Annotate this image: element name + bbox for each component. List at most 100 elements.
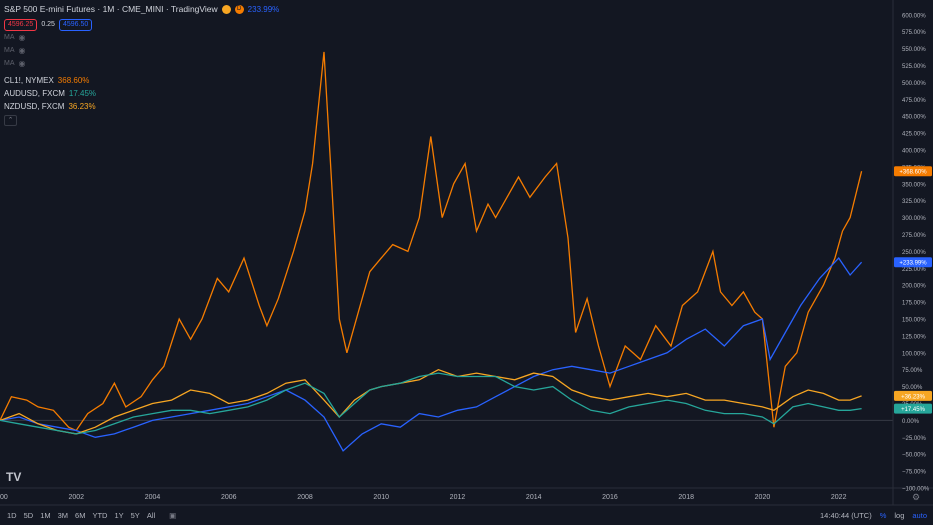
sell-button[interactable]: 4596.25 [4, 18, 38, 31]
x-tick-label: 2022 [831, 494, 847, 501]
y-tick-label: 50.00% [902, 385, 923, 391]
y-tick-label: 450.00% [902, 115, 926, 121]
y-tick-label: 500.00% [902, 81, 926, 87]
x-tick-label: 2018 [678, 494, 694, 501]
timeframe-1m-button[interactable]: 1M [40, 510, 51, 520]
x-tick-label: 2002 [68, 494, 84, 501]
ma-label: MA [4, 34, 15, 41]
ma-label: MA [4, 60, 15, 67]
ma-row[interactable]: MA ◉ [4, 57, 279, 70]
spread-value: 0.25 [41, 21, 55, 28]
series-value: 368.60% [57, 76, 90, 85]
series-legend-row[interactable]: NZDUSD, FXCM 36.23% [4, 100, 279, 113]
y-tick-label: −100.00% [902, 487, 930, 493]
series-rows: CL1!, NYMEX 368.60% AUDUSD, FXCM 17.45% NZDU… [4, 74, 279, 113]
y-tick-label: 575.00% [902, 30, 926, 36]
y-tick-label: −25.00% [902, 436, 927, 442]
y-tick-label: 150.00% [902, 317, 926, 323]
series-line-0 [0, 51, 863, 432]
timeframe-1d-button[interactable]: 1D [7, 510, 17, 520]
buy-button[interactable]: 4596.50 [58, 18, 93, 31]
x-tick-label: 2000 [0, 494, 8, 501]
timeframe-5y-button[interactable]: 5Y [130, 510, 140, 520]
clock[interactable]: 14:40:44 (UTC) [820, 510, 872, 520]
status-dot-2: D [234, 5, 244, 14]
y-tick-label: 75.00% [902, 368, 923, 374]
y-tick-label: 525.00% [902, 64, 926, 70]
timeframe-3m-button[interactable]: 3M [57, 510, 69, 520]
ma-label: MA [4, 47, 15, 54]
auto-toggle[interactable]: auto [912, 510, 927, 520]
ma-rows: MA ◉ MA ◉ MA ◉ [4, 31, 279, 70]
series-legend-row[interactable]: AUDUSD, FXCM 17.45% [4, 87, 279, 100]
x-tick-label: 2012 [450, 494, 466, 501]
eye-hidden-icon[interactable]: ◉ [18, 33, 26, 42]
x-tick-label: 2008 [297, 494, 313, 501]
series-line-1 [0, 257, 863, 452]
calendar-icon[interactable]: ▣ [169, 510, 177, 520]
x-tick-label: 2010 [373, 494, 389, 501]
y-tick-label: −50.00% [902, 453, 927, 459]
eye-hidden-icon[interactable]: ◉ [18, 59, 26, 68]
y-tick-label: 400.00% [902, 148, 926, 154]
y-tick-label: 550.00% [902, 47, 926, 53]
settings-gear-icon[interactable]: ⚙ [912, 492, 921, 502]
timeframe-ytd-button[interactable]: YTD [92, 510, 108, 520]
series-legend-row[interactable]: CL1!, NYMEX 368.60% [4, 74, 279, 87]
last-value-label: +17.45% [901, 407, 926, 413]
last-value-label: +36.23% [901, 394, 926, 400]
y-tick-label: 300.00% [902, 216, 926, 222]
bottom-toolbar: 1D 5D 1M 3M 6M YTD 1Y 5Y All ▣ 14:40:44 (UTC) % … [0, 505, 933, 525]
tradingview-logo-icon: TV [6, 470, 22, 484]
x-tick-label: 2004 [145, 494, 161, 501]
y-tick-label: 200.00% [902, 284, 926, 290]
series-line-3 [0, 372, 862, 435]
ma-row[interactable]: MA ◉ [4, 44, 279, 57]
symbol-title[interactable]: S&P 500 E-mini Futures · 1M · CME_MINI ·… [4, 4, 218, 14]
series-value: 36.23% [68, 102, 96, 111]
series-line-2 [0, 368, 862, 435]
log-toggle[interactable]: log [894, 510, 905, 520]
legend-title-row: S&P 500 E-mini Futures · 1M · CME_MINI ·… [4, 3, 279, 16]
y-tick-label: 100.00% [902, 351, 926, 357]
last-value-badge [894, 403, 932, 414]
timeframe-list: 1D 5D 1M 3M 6M YTD 1Y 5Y All [0, 511, 155, 520]
last-value-badge [894, 257, 932, 268]
y-tick-label: −75.00% [902, 470, 927, 476]
last-value-label: +233.99% [899, 261, 927, 267]
x-tick-label: 2020 [755, 494, 771, 501]
y-tick-label: 600.00% [902, 13, 926, 19]
chart-legend: S&P 500 E-mini Futures · 1M · CME_MINI ·… [4, 3, 279, 126]
y-tick-label: 275.00% [902, 233, 926, 239]
main-value: 233.99% [247, 5, 280, 14]
last-value-badge [894, 390, 932, 401]
last-value-badge [894, 166, 932, 177]
timeframe-all-button[interactable]: All [146, 510, 156, 520]
x-tick-label: 2016 [602, 494, 618, 501]
y-tick-label: 125.00% [902, 334, 926, 340]
y-tick-label: 225.00% [902, 267, 926, 273]
y-tick-label: 350.00% [902, 182, 926, 188]
x-tick-label: 2006 [221, 494, 237, 501]
y-tick-label: 0.00% [902, 419, 920, 425]
last-value-label: +368.60% [899, 170, 927, 176]
ma-row[interactable]: MA ◉ [4, 31, 279, 44]
status-dot-1 [221, 5, 231, 14]
y-tick-label: 475.00% [902, 98, 926, 104]
timeframe-5d-button[interactable]: 5D [23, 510, 34, 520]
collapse-legend-icon[interactable]: ⌃ [4, 115, 17, 126]
y-tick-label: 250.00% [902, 250, 926, 256]
series-label: CL1!, NYMEX [4, 76, 54, 85]
percent-toggle[interactable]: % [879, 510, 887, 520]
x-tick-label: 2014 [526, 494, 542, 501]
timeframe-6m-button[interactable]: 6M [75, 510, 86, 520]
series-value: 17.45% [68, 89, 97, 98]
series-label: NZDUSD, FXCM [4, 102, 65, 111]
y-tick-label: 425.00% [902, 132, 926, 138]
y-tick-label: 325.00% [902, 199, 926, 205]
y-tick-label: 175.00% [902, 301, 926, 307]
timeframe-1y-button[interactable]: 1Y [114, 510, 124, 520]
eye-hidden-icon[interactable]: ◉ [18, 46, 26, 55]
